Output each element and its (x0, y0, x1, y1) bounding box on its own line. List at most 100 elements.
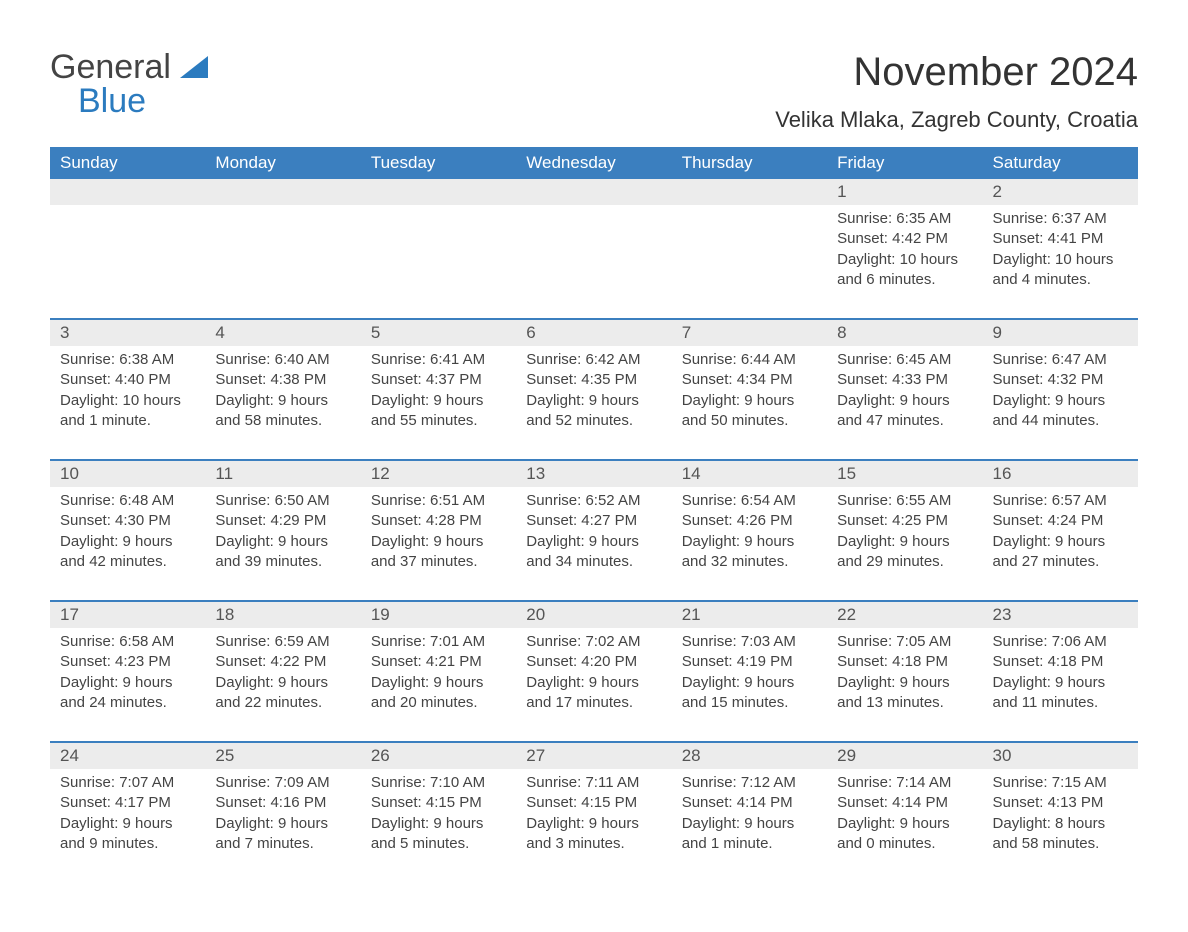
brand-blue: Blue (78, 84, 208, 118)
daylight-line-2: and 42 minutes. (60, 552, 195, 572)
day-cell: 8Sunrise: 6:45 AMSunset: 4:33 PMDaylight… (827, 318, 982, 459)
day-number: 3 (60, 323, 69, 342)
sunset-line: Sunset: 4:27 PM (526, 511, 661, 531)
day-cell: 2 Sunrise: 6:37 AMSunset: 4:41 PMDaylight… (983, 179, 1138, 318)
sunrise-line: Sunrise: 6:41 AM (371, 350, 506, 370)
day-number: 23 (993, 605, 1012, 624)
daylight-line-2: and 17 minutes. (526, 693, 661, 713)
brand-logo: General Blue (50, 50, 208, 118)
day-cell (50, 179, 205, 318)
sunrise-line: Sunrise: 7:02 AM (526, 632, 661, 652)
day-body: Sunrise: 6:57 AMSunset: 4:24 PMDaylight:… (983, 487, 1138, 600)
day-body-empty (361, 205, 516, 305)
sunset-line: Sunset: 4:35 PM (526, 370, 661, 390)
daylight-line-1: Daylight: 9 hours (215, 532, 350, 552)
day-body: Sunrise: 7:10 AMSunset: 4:15 PMDaylight:… (361, 769, 516, 882)
day-number: 22 (837, 605, 856, 624)
day-number-strip: 18 (205, 600, 360, 628)
day-number-strip: 24 (50, 741, 205, 769)
day-number: 26 (371, 746, 390, 765)
daylight-line-1: Daylight: 9 hours (215, 673, 350, 693)
sunset-line: Sunset: 4:29 PM (215, 511, 350, 531)
daylight-line-2: and 1 minute. (682, 834, 817, 854)
sunset-line: Sunset: 4:33 PM (837, 370, 972, 390)
day-body: Sunrise: 6:37 AMSunset: 4:41 PMDaylight:… (983, 205, 1138, 318)
day-number-strip: 13 (516, 459, 671, 487)
day-number-strip: 15 (827, 459, 982, 487)
sunrise-line: Sunrise: 7:10 AM (371, 773, 506, 793)
day-body: Sunrise: 6:51 AMSunset: 4:28 PMDaylight:… (361, 487, 516, 600)
day-number: 1 (837, 182, 846, 201)
sunrise-line: Sunrise: 6:45 AM (837, 350, 972, 370)
daylight-line-2: and 39 minutes. (215, 552, 350, 572)
day-body: Sunrise: 7:06 AMSunset: 4:18 PMDaylight:… (983, 628, 1138, 741)
sunrise-line: Sunrise: 7:07 AM (60, 773, 195, 793)
daylight-line-2: and 7 minutes. (215, 834, 350, 854)
weekday-header: Friday (827, 147, 982, 179)
day-body: Sunrise: 6:35 AMSunset: 4:42 PMDaylight:… (827, 205, 982, 318)
day-number-strip: 23 (983, 600, 1138, 628)
daylight-line-1: Daylight: 9 hours (682, 532, 817, 552)
daylight-line-1: Daylight: 9 hours (837, 673, 972, 693)
sunrise-line: Sunrise: 6:40 AM (215, 350, 350, 370)
day-number: 20 (526, 605, 545, 624)
day-number: 18 (215, 605, 234, 624)
sunset-line: Sunset: 4:14 PM (682, 793, 817, 813)
sunset-line: Sunset: 4:20 PM (526, 652, 661, 672)
weekday-header-row: Sunday Monday Tuesday Wednesday Thursday… (50, 147, 1138, 179)
day-number-strip: 22 (827, 600, 982, 628)
daylight-line-1: Daylight: 9 hours (526, 391, 661, 411)
day-number-strip: 17 (50, 600, 205, 628)
day-number: 13 (526, 464, 545, 483)
sunrise-line: Sunrise: 6:52 AM (526, 491, 661, 511)
day-number: 5 (371, 323, 380, 342)
day-body: Sunrise: 7:01 AMSunset: 4:21 PMDaylight:… (361, 628, 516, 741)
day-number-strip-empty (361, 179, 516, 205)
sunrise-line: Sunrise: 6:55 AM (837, 491, 972, 511)
daylight-line-2: and 58 minutes. (993, 834, 1128, 854)
daylight-line-2: and 22 minutes. (215, 693, 350, 713)
sunrise-line: Sunrise: 6:37 AM (993, 209, 1128, 229)
daylight-line-2: and 58 minutes. (215, 411, 350, 431)
day-body-empty (516, 205, 671, 305)
daylight-line-2: and 20 minutes. (371, 693, 506, 713)
day-number: 7 (682, 323, 691, 342)
day-cell: 15Sunrise: 6:55 AMSunset: 4:25 PMDayligh… (827, 459, 982, 600)
sunset-line: Sunset: 4:16 PM (215, 793, 350, 813)
day-number-strip: 6 (516, 318, 671, 346)
day-body: Sunrise: 6:59 AMSunset: 4:22 PMDaylight:… (205, 628, 360, 741)
daylight-line-2: and 11 minutes. (993, 693, 1128, 713)
daylight-line-2: and 0 minutes. (837, 834, 972, 854)
day-number: 2 (993, 182, 1002, 201)
daylight-line-1: Daylight: 9 hours (993, 532, 1128, 552)
day-cell: 1 Sunrise: 6:35 AMSunset: 4:42 PMDaylight… (827, 179, 982, 318)
day-cell: 30Sunrise: 7:15 AMSunset: 4:13 PMDayligh… (983, 741, 1138, 882)
daylight-line-1: Daylight: 9 hours (215, 391, 350, 411)
day-cell: 4Sunrise: 6:40 AMSunset: 4:38 PMDaylight… (205, 318, 360, 459)
day-body: Sunrise: 7:11 AMSunset: 4:15 PMDaylight:… (516, 769, 671, 882)
sunset-line: Sunset: 4:42 PM (837, 229, 972, 249)
sunset-line: Sunset: 4:38 PM (215, 370, 350, 390)
sunrise-line: Sunrise: 6:44 AM (682, 350, 817, 370)
sunset-line: Sunset: 4:15 PM (371, 793, 506, 813)
sunrise-line: Sunrise: 6:54 AM (682, 491, 817, 511)
day-number: 8 (837, 323, 846, 342)
day-cell: 3Sunrise: 6:38 AMSunset: 4:40 PMDaylight… (50, 318, 205, 459)
sunset-line: Sunset: 4:25 PM (837, 511, 972, 531)
day-cell: 22 Sunrise: 7:05 AMSunset: 4:18 PMDayligh… (827, 600, 982, 741)
daylight-line-2: and 44 minutes. (993, 411, 1128, 431)
sunrise-line: Sunrise: 7:05 AM (837, 632, 972, 652)
day-body: Sunrise: 7:14 AMSunset: 4:14 PMDaylight:… (827, 769, 982, 882)
daylight-line-2: and 29 minutes. (837, 552, 972, 572)
day-cell: 28Sunrise: 7:12 AMSunset: 4:14 PMDayligh… (672, 741, 827, 882)
day-cell: 18 Sunrise: 6:59 AMSunset: 4:22 PMDayligh… (205, 600, 360, 741)
daylight-line-1: Daylight: 10 hours (60, 391, 195, 411)
daylight-line-1: Daylight: 9 hours (993, 673, 1128, 693)
sunrise-line: Sunrise: 7:11 AM (526, 773, 661, 793)
day-number: 10 (60, 464, 79, 483)
sunset-line: Sunset: 4:18 PM (837, 652, 972, 672)
day-body: Sunrise: 6:48 AMSunset: 4:30 PMDaylight:… (50, 487, 205, 600)
daylight-line-2: and 47 minutes. (837, 411, 972, 431)
day-number-strip: 26 (361, 741, 516, 769)
daylight-line-2: and 34 minutes. (526, 552, 661, 572)
